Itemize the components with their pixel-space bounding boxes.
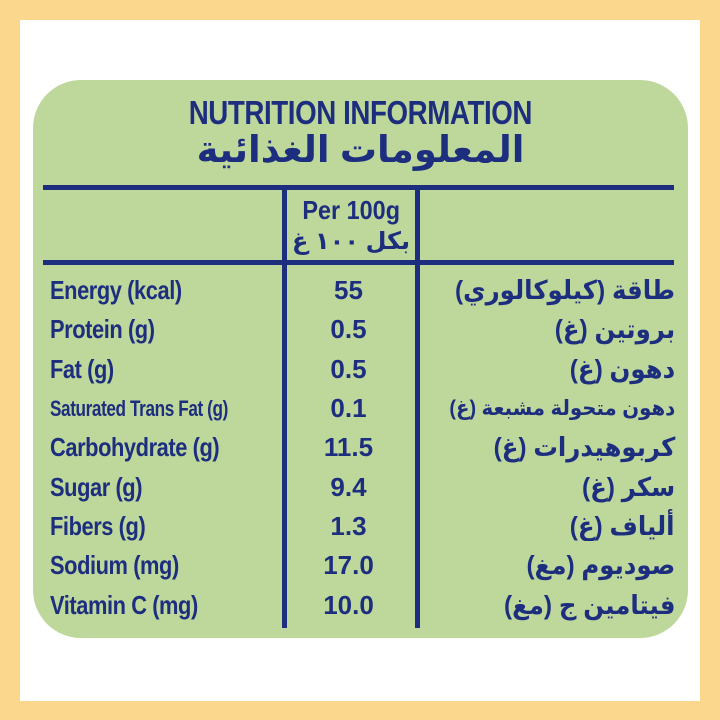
- nutrition-table: Energy (kcal) 55 طاقة (كيلوكالوري) Prote…: [33, 266, 688, 625]
- nutrient-label-ar-text: دهون متحولة مشبعة (غ): [449, 397, 675, 421]
- column-header-per-100g: Per 100g بكل ١٠٠ غ: [287, 190, 415, 260]
- nutrient-value: 55: [334, 275, 363, 306]
- nutrient-label-ar-text: كربوهيدرات (غ): [493, 432, 675, 463]
- nutrient-label-ar: طاقة (كيلوكالوري): [415, 275, 688, 306]
- nutrient-label-ar-text: صوديوم (مغ): [526, 550, 675, 581]
- nutrient-label-ar-text: طاقة (كيلوكالوري): [455, 275, 675, 306]
- nutrient-label-en-text: Fat (g): [50, 353, 114, 384]
- nutrient-label-en-text: Sugar (g): [50, 471, 143, 502]
- nutrition-title-en-text: NUTRITION INFORMATION: [188, 94, 533, 131]
- nutrient-label-en-text: Protein (g): [50, 314, 155, 345]
- nutrient-value: 10.0: [323, 589, 374, 620]
- nutrient-label-en: Energy (kcal): [33, 275, 282, 306]
- column-header-en: Per 100g: [297, 195, 405, 226]
- nutrient-label-ar: كربوهيدرات (غ): [415, 432, 688, 463]
- table-row-saturated-trans-fat: Saturated Trans Fat (g) 0.1 دهون متحولة …: [33, 389, 688, 428]
- nutrient-value: 0.1: [330, 393, 367, 424]
- column-header-en-text: Per 100g: [302, 194, 400, 225]
- nutrient-label-ar-text: ألياف (غ): [570, 510, 675, 541]
- nutrient-label-en-text: Carbohydrate (g): [50, 432, 220, 463]
- table-row-fat: Fat (g) 0.5 دهون (غ): [33, 350, 688, 389]
- nutrient-value: 0.5: [330, 314, 367, 345]
- nutrient-value: 11.5: [323, 432, 374, 463]
- nutrient-label-en-text: Saturated Trans Fat (g): [50, 395, 228, 421]
- table-row-carbohydrate: Carbohydrate (g) 11.5 كربوهيدرات (غ): [33, 428, 688, 467]
- table-header-rule: [43, 260, 674, 265]
- table-row-energy: Energy (kcal) 55 طاقة (كيلوكالوري): [33, 271, 688, 310]
- nutrient-label-ar-text: دهون (غ): [569, 353, 675, 384]
- nutrient-label-en: Vitamin C (mg): [33, 590, 282, 621]
- table-row-protein: Protein (g) 0.5 بروتين (غ): [33, 310, 688, 349]
- nutrient-label-ar: صوديوم (مغ): [415, 550, 688, 581]
- nutrient-label-en: Protein (g): [33, 314, 282, 345]
- nutrient-label-en: Fibers (g): [33, 511, 282, 542]
- nutrient-value: 0.5: [330, 353, 367, 384]
- nutrient-label-ar: دهون متحولة مشبعة (غ): [415, 396, 688, 421]
- table-row-sugar: Sugar (g) 9.4 سكر (غ): [33, 467, 688, 506]
- nutrient-label-ar-text: سكر (غ): [581, 471, 675, 502]
- nutrition-panel: NUTRITION INFORMATION المعلومات الغذائية…: [33, 80, 688, 638]
- nutrient-label-ar: ألياف (غ): [415, 511, 688, 542]
- nutrient-label-ar: فيتامين ج (مغ): [415, 590, 688, 621]
- nutrient-label-ar: بروتين (غ): [415, 314, 688, 345]
- table-row-vitamin-c: Vitamin C (mg) 10.0 فيتامين ج (مغ): [33, 585, 688, 624]
- table-column-divider-right: [415, 185, 420, 628]
- nutrient-value: 17.0: [323, 550, 374, 581]
- nutrient-label-en: Carbohydrate (g): [33, 432, 282, 463]
- nutrient-value: 1.3: [330, 510, 367, 541]
- nutrient-label-ar-text: فيتامين ج (مغ): [503, 589, 675, 620]
- nutrition-title-en: NUTRITION INFORMATION: [33, 94, 688, 132]
- table-row-fibers: Fibers (g) 1.3 ألياف (غ): [33, 507, 688, 546]
- nutrient-label-ar: دهون (غ): [415, 354, 688, 385]
- nutrient-label-en-text: Fibers (g): [50, 510, 146, 541]
- table-column-divider-left: [282, 185, 287, 628]
- column-header-ar: بكل ١٠٠ غ: [291, 227, 411, 255]
- nutrient-label-ar: سكر (غ): [415, 472, 688, 503]
- nutrient-label-en-text: Energy (kcal): [50, 275, 182, 306]
- nutrient-label-en: Fat (g): [33, 354, 282, 385]
- nutrient-label-ar-text: بروتين (غ): [554, 314, 675, 345]
- nutrient-label-en: Sodium (mg): [33, 550, 282, 581]
- table-top-rule: [43, 185, 674, 190]
- nutrition-title-ar: المعلومات الغذائية: [196, 129, 525, 170]
- nutrient-label-en: Saturated Trans Fat (g): [33, 396, 282, 422]
- nutrient-value: 9.4: [330, 471, 367, 502]
- nutrient-label-en-text: Vitamin C (mg): [50, 589, 198, 620]
- nutrient-label-en-text: Sodium (mg): [50, 550, 179, 581]
- table-row-sodium: Sodium (mg) 17.0 صوديوم (مغ): [33, 546, 688, 585]
- nutrient-label-en: Sugar (g): [33, 472, 282, 503]
